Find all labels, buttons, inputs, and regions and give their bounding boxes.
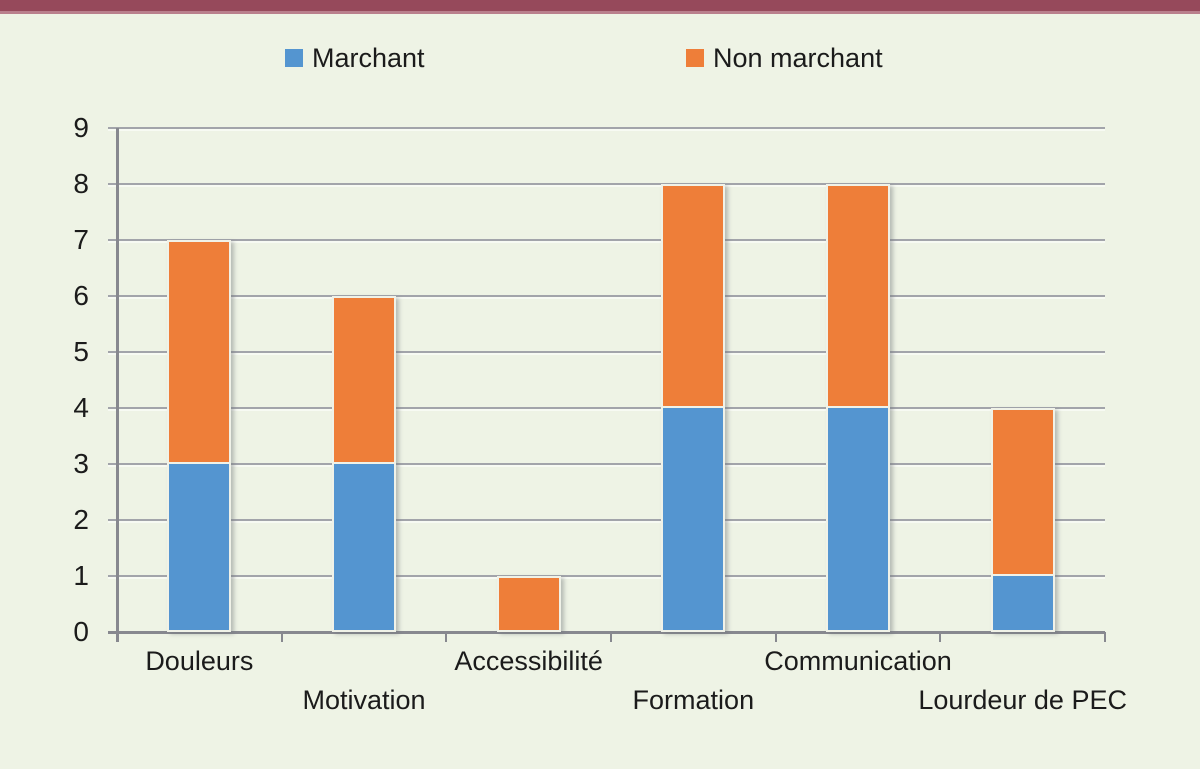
bar-segment-marchant-motivation <box>332 464 396 632</box>
legend-label-marchant: Marchant <box>312 42 425 73</box>
y-axis-label-7: 7 <box>73 224 89 255</box>
x-axis-label-lourdeur-de-pec: Lourdeur de PEC <box>918 685 1127 715</box>
legend-item-marchant: Marchant <box>285 42 425 73</box>
top-accent-bar <box>0 0 1200 14</box>
bar-formation <box>661 184 726 632</box>
x-axis-label-motivation: Motivation <box>302 685 426 715</box>
gridline-9 <box>108 127 1105 129</box>
bar-segment-marchant-douleurs <box>167 464 232 632</box>
bar-motivation <box>332 296 396 632</box>
bar-accessibilite <box>496 576 561 632</box>
bar-lourdeur-de-pec <box>990 408 1055 632</box>
x-axis-label-formation: Formation <box>632 685 755 715</box>
x-axis-end-tick <box>1104 632 1106 642</box>
x-axis-tick <box>280 632 283 642</box>
x-axis-tick <box>939 632 942 642</box>
legend-item-non-marchant: Non marchant <box>686 42 883 73</box>
x-axis-tick <box>774 632 777 642</box>
x-axis-tick <box>610 632 612 642</box>
gridline-3 <box>108 463 1105 465</box>
bar-segment-marchant-lourdeur-de-pec <box>990 576 1055 632</box>
marchant-color-swatch <box>285 49 303 67</box>
bar-segment-non-marchant-formation <box>661 184 726 408</box>
gridline-0 <box>108 631 1105 634</box>
gridline-4 <box>108 407 1105 409</box>
x-axis-label-douleurs: Douleurs <box>145 646 254 676</box>
bar-chart-plot-area: 0 1 2 3 4 5 6 7 8 9 Douleurs Motivation Accessibilit… <box>73 112 1127 715</box>
bar-segment-non-marchant-accessibilite <box>496 576 561 632</box>
legend-label-non-marchant: Non marchant <box>713 42 883 73</box>
bar-segment-non-marchant-motivation <box>332 296 396 464</box>
y-axis-label-9: 9 <box>73 112 89 143</box>
bar-douleurs <box>167 240 232 632</box>
chart-legend: Marchant Non marchant <box>0 42 1200 74</box>
y-axis-line <box>116 128 119 642</box>
bar-segment-marchant-formation <box>661 408 726 632</box>
y-axis-label-5: 5 <box>73 336 89 367</box>
bar-segment-non-marchant-communication <box>826 184 890 408</box>
gridline-6 <box>108 295 1105 297</box>
non-marchant-color-swatch <box>686 49 704 67</box>
y-axis-label-1: 1 <box>73 560 89 591</box>
gridline-1 <box>108 575 1105 577</box>
y-axis-label-3: 3 <box>73 448 89 479</box>
gridline-2 <box>108 519 1105 521</box>
y-axis-label-4: 4 <box>73 392 89 423</box>
bar-communication <box>826 184 890 632</box>
x-axis-tick <box>445 632 448 642</box>
gridline-5 <box>108 351 1105 353</box>
bar-segment-non-marchant-lourdeur-de-pec <box>990 408 1055 576</box>
gridline-8 <box>108 183 1105 185</box>
gridline-7 <box>108 239 1105 241</box>
bar-segment-marchant-communication <box>826 408 890 632</box>
y-axis-label-8: 8 <box>73 168 89 199</box>
y-axis-label-0: 0 <box>73 616 89 647</box>
bar-segment-non-marchant-douleurs <box>167 240 232 464</box>
y-axis-label-6: 6 <box>73 280 89 311</box>
x-axis-label-accessibilite: Accessibilité <box>454 646 603 676</box>
y-axis-label-2: 2 <box>73 504 89 535</box>
x-axis-label-communication: Communication <box>764 646 952 676</box>
